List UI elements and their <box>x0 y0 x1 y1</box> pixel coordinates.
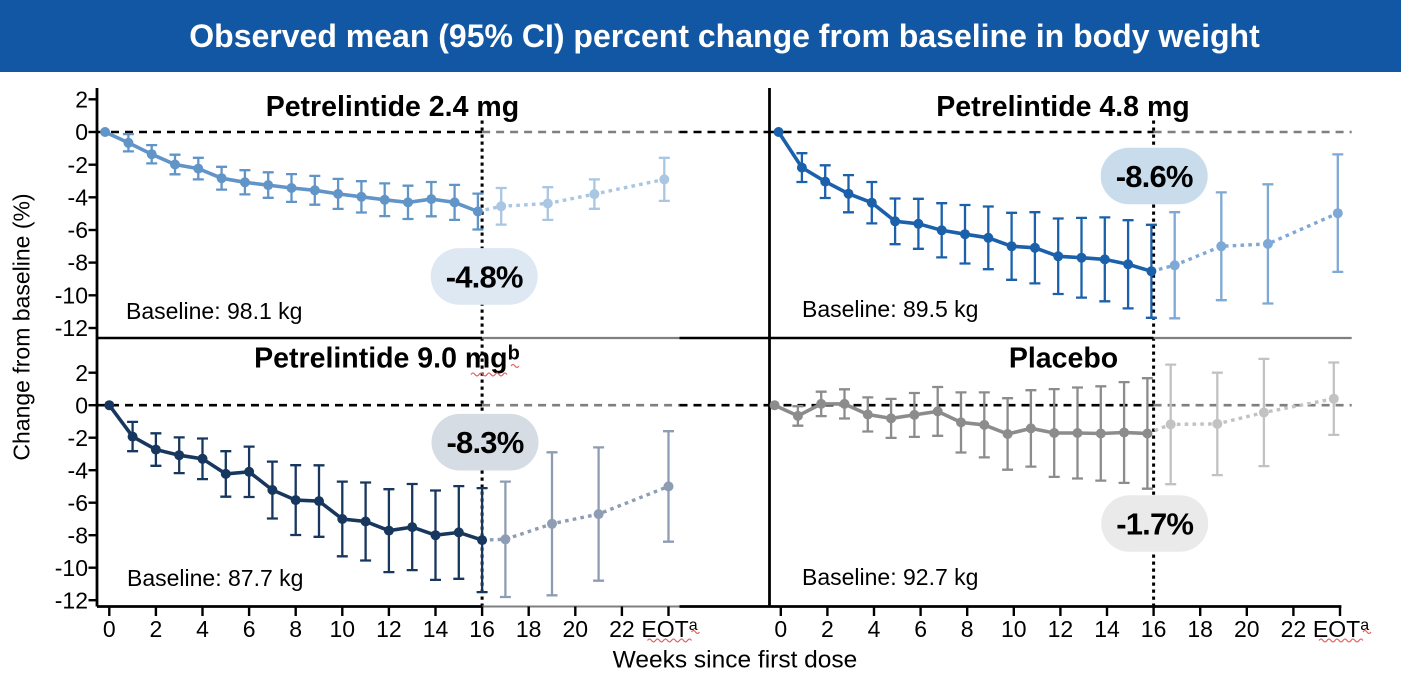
svg-text:16: 16 <box>469 616 495 642</box>
svg-text:-8.3%: -8.3% <box>447 425 524 460</box>
svg-text:-8: -8 <box>68 250 88 276</box>
svg-text:2: 2 <box>821 616 834 642</box>
svg-text:12: 12 <box>1048 616 1074 642</box>
svg-text:Weeks since first dose: Weeks since first dose <box>613 647 858 674</box>
svg-text:8: 8 <box>289 616 302 642</box>
svg-text:2: 2 <box>150 616 163 642</box>
svg-text:-12: -12 <box>55 587 88 613</box>
svg-text:Petrelintide 9.0 mgb: Petrelintide 9.0 mgb <box>254 343 520 375</box>
svg-text:4: 4 <box>196 616 209 642</box>
svg-text:12: 12 <box>376 616 402 642</box>
svg-text:0: 0 <box>75 119 88 145</box>
svg-text:Baseline: 89.5 kg: Baseline: 89.5 kg <box>802 296 978 322</box>
svg-text:Change from baseline (%): Change from baseline (%) <box>9 193 35 460</box>
svg-text:-8.6%: -8.6% <box>1116 159 1193 194</box>
svg-text:18: 18 <box>516 616 542 642</box>
svg-text:18: 18 <box>1187 616 1213 642</box>
svg-text:-8: -8 <box>68 522 88 548</box>
svg-text:0: 0 <box>103 616 116 642</box>
svg-text:-10: -10 <box>55 555 88 581</box>
svg-text:-1.7%: -1.7% <box>1116 507 1193 542</box>
svg-text:Placebo: Placebo <box>1009 343 1118 375</box>
svg-text:2: 2 <box>75 86 88 112</box>
svg-text:-4: -4 <box>68 184 89 210</box>
svg-text:Baseline: 87.7 kg: Baseline: 87.7 kg <box>127 565 303 591</box>
svg-text:6: 6 <box>243 616 256 642</box>
svg-text:-4: -4 <box>68 457 89 483</box>
svg-text:4: 4 <box>868 616 881 642</box>
svg-text:-6: -6 <box>68 217 88 243</box>
svg-text:-4.8%: -4.8% <box>446 259 523 294</box>
svg-text:8: 8 <box>961 616 974 642</box>
svg-text:14: 14 <box>1094 616 1120 642</box>
svg-text:6: 6 <box>914 616 927 642</box>
svg-text:Observed mean (95% CI) percent: Observed mean (95% CI) percent change fr… <box>189 18 1260 54</box>
svg-text:0: 0 <box>774 616 787 642</box>
svg-text:22: 22 <box>609 616 635 642</box>
svg-text:-2: -2 <box>68 425 88 451</box>
svg-text:Baseline: 92.7 kg: Baseline: 92.7 kg <box>802 564 978 590</box>
svg-text:EOTa: EOTa <box>641 616 697 642</box>
svg-text:-2: -2 <box>68 152 88 178</box>
svg-text:-12: -12 <box>55 315 88 341</box>
svg-text:EOTa: EOTa <box>1313 616 1369 642</box>
svg-text:10: 10 <box>330 616 356 642</box>
svg-text:Petrelintide 2.4 mg: Petrelintide 2.4 mg <box>266 91 519 123</box>
svg-text:2: 2 <box>75 360 88 386</box>
svg-text:-6: -6 <box>68 490 88 516</box>
svg-text:20: 20 <box>563 616 589 642</box>
svg-text:Petrelintide 4.8 mg: Petrelintide 4.8 mg <box>936 91 1189 123</box>
svg-text:14: 14 <box>423 616 449 642</box>
svg-text:22: 22 <box>1281 616 1307 642</box>
svg-text:0: 0 <box>75 392 88 418</box>
svg-text:16: 16 <box>1141 616 1167 642</box>
svg-text:10: 10 <box>1001 616 1027 642</box>
svg-text:20: 20 <box>1234 616 1260 642</box>
svg-text:Baseline: 98.1 kg: Baseline: 98.1 kg <box>126 298 302 324</box>
svg-text:-10: -10 <box>55 282 88 308</box>
